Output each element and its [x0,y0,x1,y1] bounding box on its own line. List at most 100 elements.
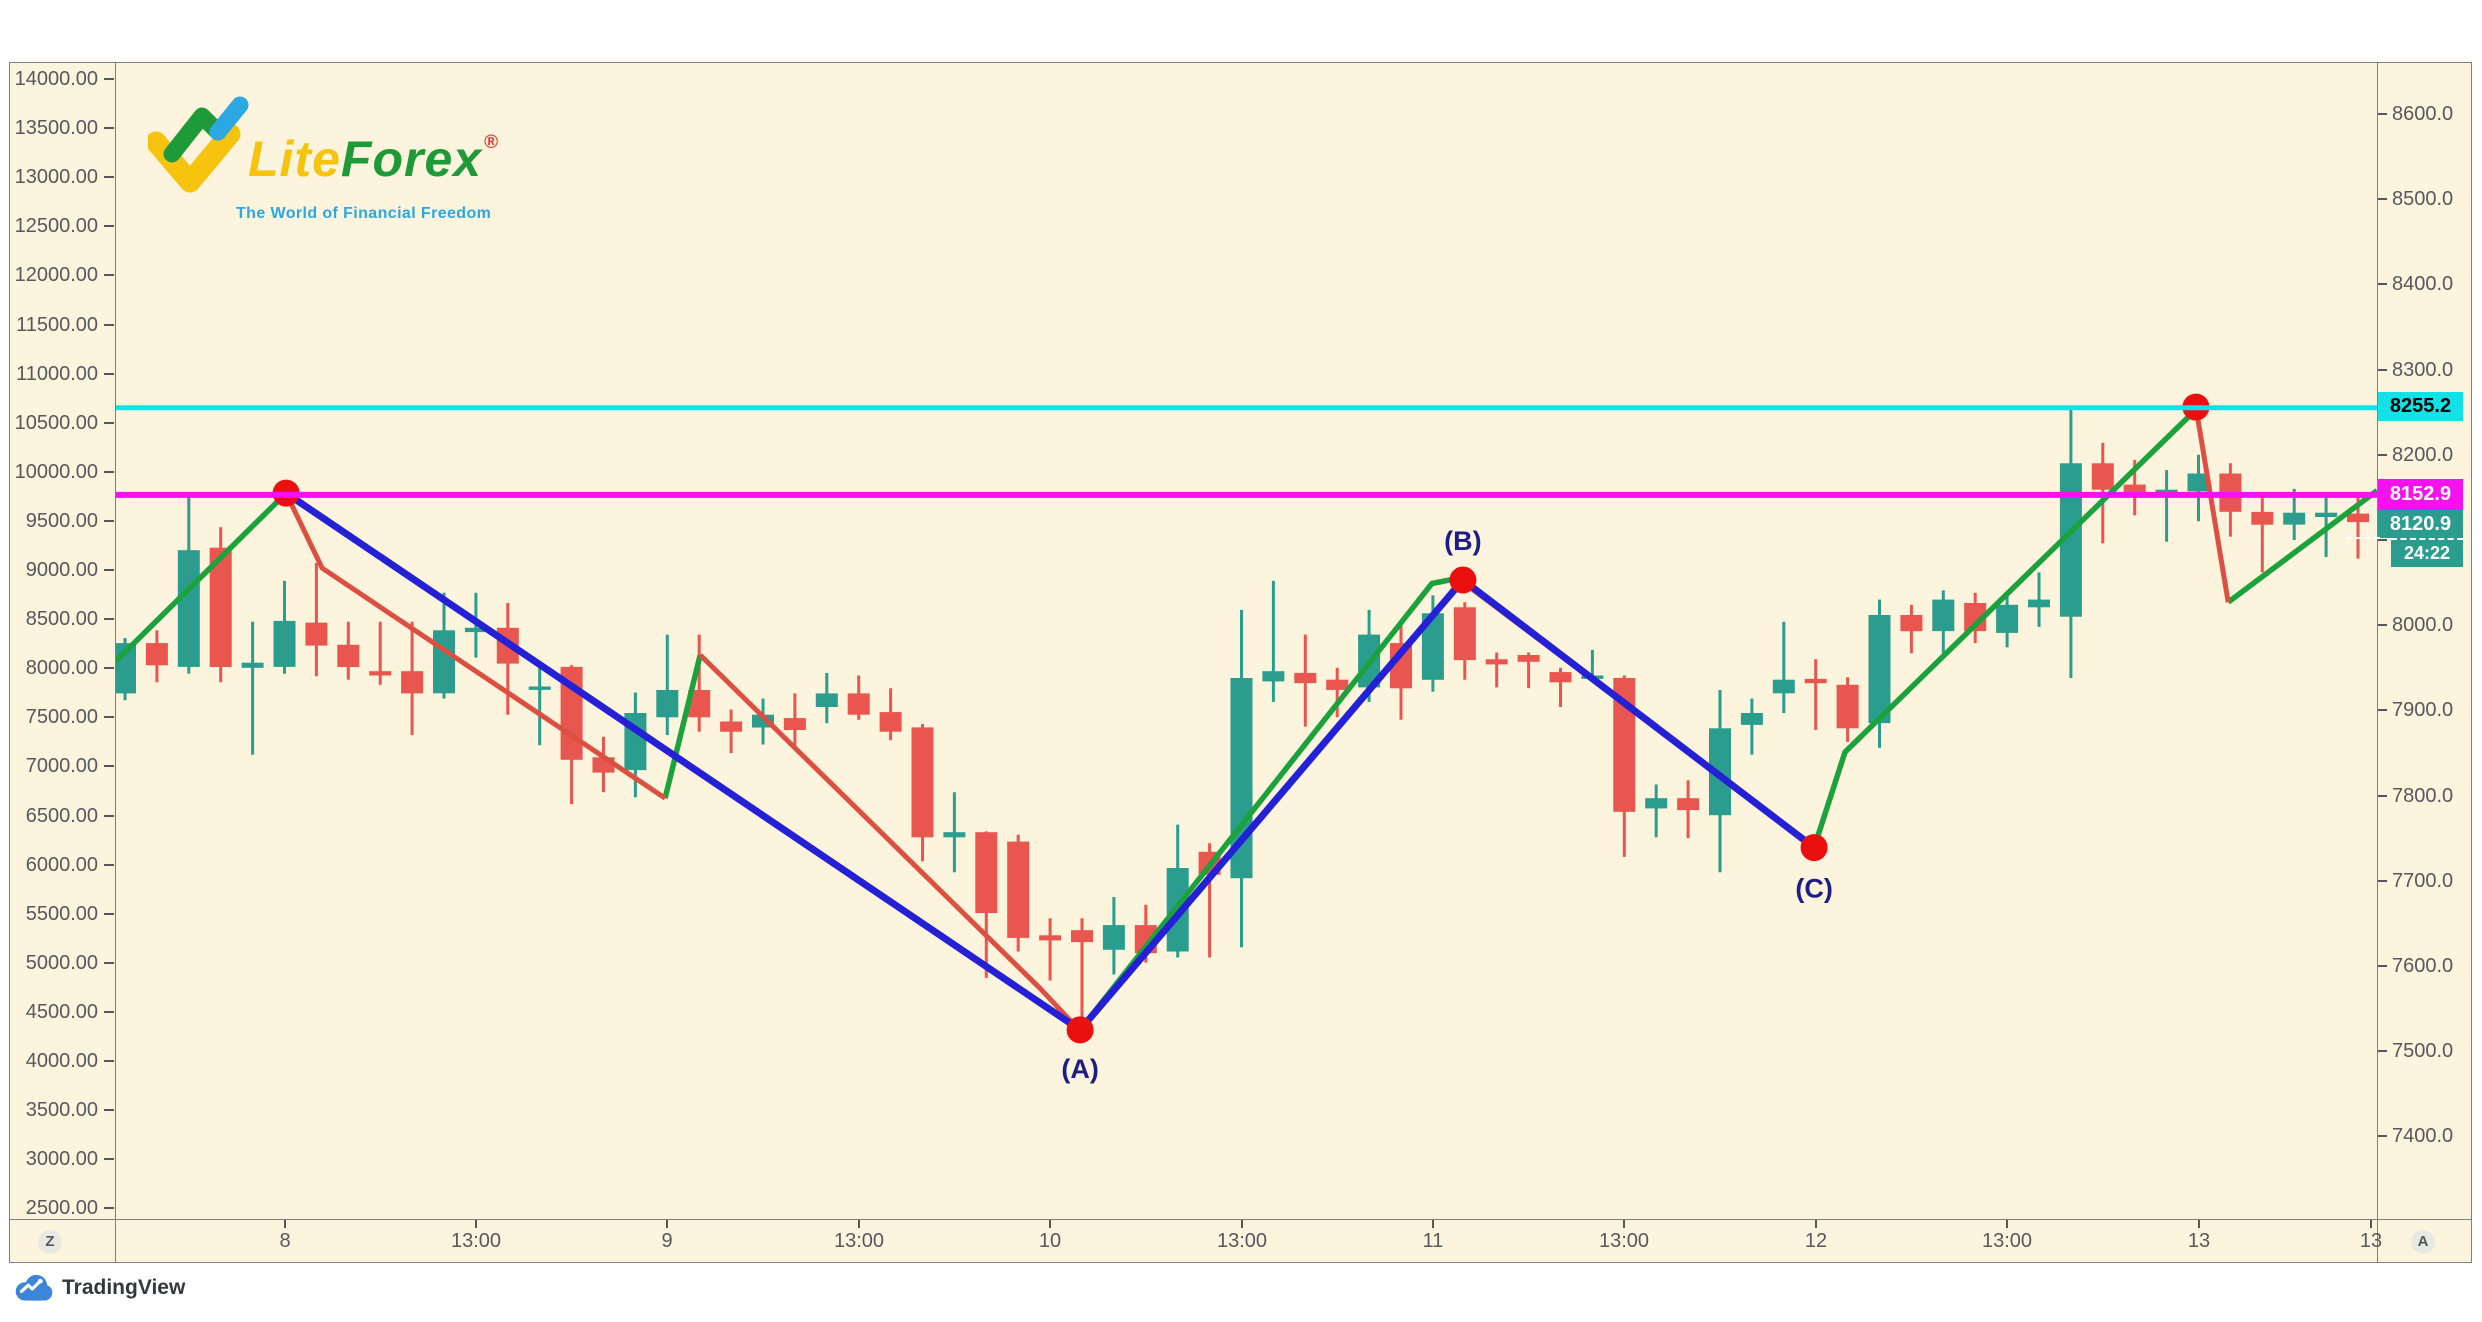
left-axis-label: 11500.00 [16,314,98,336]
right-axis-tick [2378,1050,2387,1052]
time-axis-label: 8 [279,1230,291,1252]
left-axis-label: 12000.00 [14,264,98,286]
logo-tagline: The World of Financial Freedom [236,205,492,222]
left-axis-tick [104,225,114,227]
tradingview-attribution-link[interactable]: TradingView [12,1272,185,1304]
pivot-dot [1066,1016,1094,1044]
time-axis-tick [1432,1220,1434,1228]
left-axis-label: 10000.00 [14,461,98,483]
bar-countdown-flag: 24:22 [2391,538,2463,567]
left-axis-label: 9500.00 [25,510,98,532]
right-axis-label: 7900.0 [2392,699,2454,721]
left-axis-tick [104,471,114,473]
left-axis-tick [104,1207,114,1209]
time-axis-label: 11 [1422,1230,1444,1252]
right-axis-label: 8600.0 [2392,103,2454,125]
left-axis-label: 5500.00 [25,903,98,925]
left-axis-label: 9000.00 [25,559,98,581]
right-axis-label: 8000.0 [2392,614,2454,636]
right-axis-tick [2378,539,2387,541]
left-axis-tick [104,1060,114,1062]
left-axis-label: 6500.00 [25,805,98,827]
left-scale-separator [115,62,116,1263]
right-axis-label: 7600.0 [2392,955,2454,977]
left-axis-tick [104,373,114,375]
registered-mark: ® [484,132,500,153]
pivot-dot [1800,834,1828,862]
time-axis-tick [1241,1220,1243,1228]
left-axis-label: 4000.00 [25,1050,98,1072]
left-axis-tick [104,176,114,178]
left-axis-tick [104,569,114,571]
left-axis-tick [104,127,114,129]
liteforex-watermark: LiteForex ® The World of Financial Freedo… [148,92,548,232]
wave-label-a: (A) [1061,1054,1098,1084]
right-axis-label: 7800.0 [2392,785,2454,807]
left-axis-tick [104,667,114,669]
last-price-flag: 8120.9 [2378,510,2463,538]
left-axis-tick [104,913,114,915]
price-chart-canvas[interactable]: (A) (B) (C) [115,62,2377,1219]
tradingview-cloud-icon [15,1274,53,1301]
left-axis-label: 12500.00 [14,215,98,237]
liteforex-logo-icon [148,96,249,193]
left-axis-tick [104,520,114,522]
logo-text-forex: Forex [340,131,483,187]
time-axis-tick [858,1220,860,1228]
right-scale-separator [2377,62,2378,1263]
logo-text-lite: Lite [248,131,341,187]
timezone-button[interactable]: Z [38,1230,62,1254]
auto-scale-button[interactable]: A [2411,1230,2435,1254]
right-axis-tick [2378,369,2387,371]
left-axis-tick [104,618,114,620]
time-axis-tick [1623,1220,1625,1228]
time-axis-label: 13:00 [450,1230,502,1252]
time-axis-label: 13:00 [1216,1230,1268,1252]
left-axis-tick [104,274,114,276]
left-axis-tick [104,1158,114,1160]
time-axis-tick [2006,1220,2008,1228]
left-axis-label: 14000.00 [14,68,98,90]
time-axis-label: 13 [2187,1230,2211,1252]
right-axis-label: 8300.0 [2392,359,2454,381]
left-axis-label: 3500.00 [25,1099,98,1121]
left-axis-label: 7500.00 [25,706,98,728]
time-axis-label: 13:00 [833,1230,885,1252]
time-axis-label: 13 [2359,1230,2383,1252]
right-axis-tick [2378,113,2387,115]
right-axis-tick [2378,283,2387,285]
right-axis-label: 7400.0 [2392,1125,2454,1147]
liteforex-wordmark: LiteForex ® [248,130,499,188]
time-axis-tick [666,1220,668,1228]
time-axis-tick [1815,1220,1817,1228]
pivot-price-flag: 8152.9 [2378,479,2463,510]
tradingview-wordmark: TradingView [62,1276,186,1299]
left-axis-label: 5000.00 [25,952,98,974]
right-axis-tick [2378,624,2387,626]
time-axis-label: 13:00 [1981,1230,2033,1252]
left-axis-label: 7000.00 [25,755,98,777]
left-axis-tick [104,864,114,866]
right-axis-label: 8400.0 [2392,273,2454,295]
right-axis-label: 8500.0 [2392,188,2454,210]
time-axis-tick [2198,1220,2200,1228]
last-price-dashed-line [2346,537,2380,539]
pivot-dot [1449,566,1477,594]
left-axis-label: 6000.00 [25,854,98,876]
left-axis-label: 8000.00 [25,657,98,679]
time-axis-tick [1049,1220,1051,1228]
left-axis-label: 10500.00 [14,412,98,434]
time-axis-label: 12 [1804,1230,1828,1252]
left-axis-label: 8500.00 [25,608,98,630]
right-axis-label: 8200.0 [2392,444,2454,466]
left-axis-tick [104,1011,114,1013]
left-axis-tick [104,962,114,964]
left-axis-label: 2500.00 [25,1197,98,1219]
resistance-price-flag: 8255.2 [2378,392,2463,421]
right-axis-tick [2378,454,2387,456]
right-axis-tick [2378,795,2387,797]
left-axis-tick [104,422,114,424]
